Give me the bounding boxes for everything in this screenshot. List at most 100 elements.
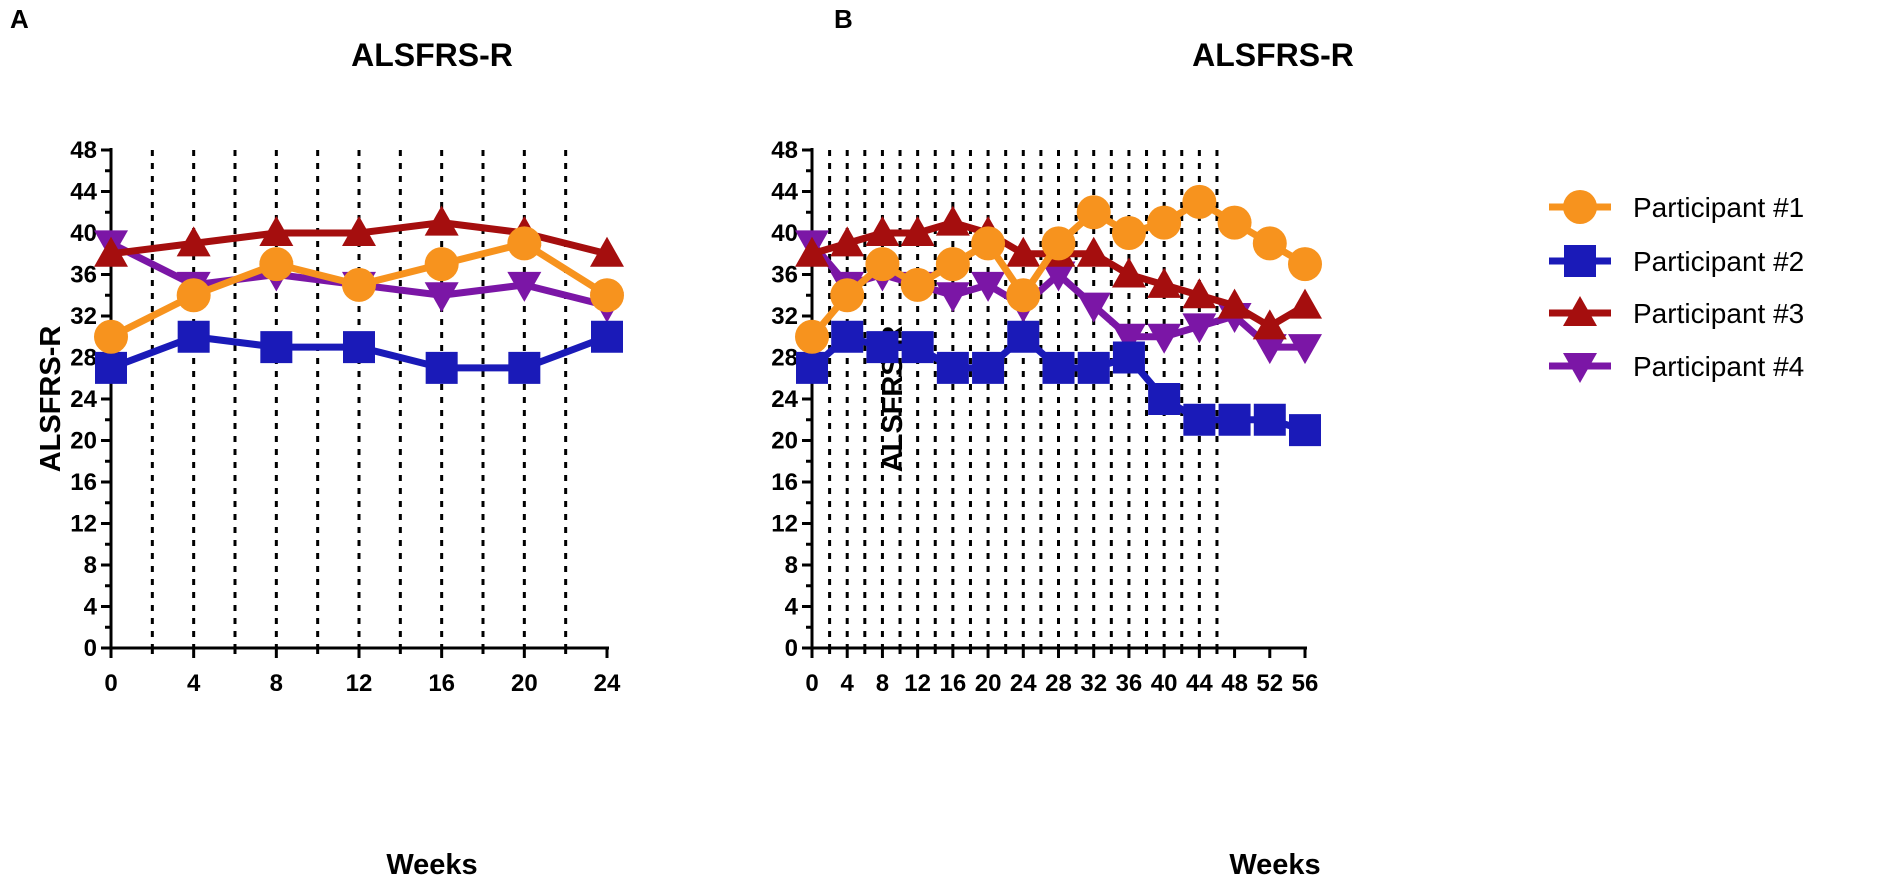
chart-b-data-point: [1252, 334, 1287, 365]
chart-b-data-point: [900, 267, 935, 302]
chart-a-x-tick-label: 16: [428, 670, 455, 697]
chart-b-data-point: [830, 226, 865, 257]
chart-a-data-point: [177, 320, 210, 353]
chart-b-y-tick-label: 36: [771, 262, 798, 289]
chart-b-data-point: [1111, 257, 1146, 288]
chart-a-data-point: [507, 271, 542, 302]
chart-a-data-point: [591, 320, 623, 353]
chart-b-x-tick-label: 48: [1221, 670, 1248, 697]
legend: Participant #1 Participant #2 Participan…: [1549, 190, 1804, 383]
legend-marker-circle-icon: [1563, 190, 1597, 224]
chart-b-data-point: [865, 216, 900, 246]
chart-b-data-point: [971, 271, 1006, 302]
chart-a-y-tick-label: 20: [70, 428, 97, 455]
legend-marker-square-icon: [1564, 245, 1596, 277]
chart-b-data-point: [1252, 226, 1287, 261]
chart-a-y-tick-label: 24: [70, 386, 97, 413]
chart-a-y-tick-label: 44: [70, 179, 97, 206]
chart-a-y-tick-label: 36: [70, 262, 97, 289]
chart-b-data-point: [935, 282, 970, 313]
legend-label: Participant #2: [1633, 246, 1804, 277]
chart-b-x-tick-label: 40: [1151, 670, 1178, 697]
chart-b-data-point: [1182, 184, 1217, 219]
chart-b-data-point: [1182, 278, 1217, 309]
chart-b-x-tick-label: 0: [805, 670, 818, 697]
chart-b-x-tick-label: 20: [975, 670, 1002, 697]
chart-b-data-point: [1111, 323, 1146, 354]
chart-a-data-point: [424, 282, 459, 313]
chart-b-y-tick-label: 28: [771, 345, 798, 372]
chart-a-data-point: [507, 226, 542, 261]
chart-a-title: ALSFRS-R: [351, 37, 513, 73]
chart-b-data-point: [1288, 334, 1322, 365]
chart-a-data-point: [424, 205, 459, 236]
chart-b-data-point: [935, 247, 970, 282]
chart-b-data-point: [1147, 267, 1182, 298]
chart-b-y-tick-label: 20: [771, 428, 798, 455]
chart-b-data-point: [935, 205, 970, 236]
chart-b-data-point: [1006, 236, 1041, 267]
chart-a-x-tick-label: 4: [187, 670, 201, 697]
legend-item-participant-2: Participant #2: [1549, 245, 1804, 277]
chart-b-data-point: [1288, 288, 1322, 319]
chart-b-data-point: [1076, 236, 1111, 267]
chart-b-y-tick-label: 16: [771, 469, 798, 496]
chart-a-x-tick-label: 20: [511, 670, 538, 697]
chart-a-data-point: [424, 247, 459, 282]
chart-b-x-tick-label: 36: [1116, 670, 1143, 697]
chart-b-data-point: [1182, 313, 1217, 344]
chart-a-data-point: [176, 278, 211, 313]
chart-b-x-tick-label: 44: [1186, 670, 1213, 697]
chart-a-series-participant-2: [95, 320, 623, 384]
chart-b-data-point: [1148, 383, 1181, 415]
chart-b-y-tick-label: 48: [771, 137, 798, 164]
chart-b-data-point: [1041, 261, 1076, 292]
chart-a-x-tick-label: 8: [270, 670, 283, 697]
chart-b-data-point: [795, 319, 829, 354]
chart-b-data-point: [1006, 278, 1041, 313]
legend-label: Participant #4: [1633, 351, 1804, 382]
chart-b-y-tick-label: 32: [771, 303, 798, 330]
chart-b-data-point: [795, 236, 829, 267]
chart-a-x-tick-label: 12: [346, 670, 373, 697]
chart-a-y-axis-label: ALSFRS-R: [35, 326, 67, 473]
chart-b-x-tick-label: 12: [904, 670, 931, 697]
chart-b-x-tick-label: 28: [1045, 670, 1072, 697]
chart-b-data-point: [936, 351, 969, 384]
chart-b-y-tick-label: 12: [771, 511, 798, 538]
chart-a-data-point: [590, 236, 624, 267]
chart-b-data-point: [1253, 403, 1286, 436]
chart-b-data-point: [1252, 309, 1287, 340]
chart-b-x-tick-label: 4: [841, 670, 855, 697]
chart-b-data-point: [900, 216, 935, 246]
chart-a-data-point: [95, 351, 127, 384]
chart-a-data-point: [94, 319, 128, 354]
chart-a-y-tick-label: 16: [70, 469, 97, 496]
chart-a-y-tick-label: 0: [84, 635, 97, 662]
panel-letter-b: B: [834, 4, 853, 34]
chart-a-series: [94, 205, 624, 384]
chart-a-data-point: [425, 351, 458, 384]
chart-b-title: ALSFRS-R: [1192, 37, 1354, 73]
chart-b-data-point: [972, 351, 1005, 384]
legend-marker-triangle-up-icon: [1563, 296, 1597, 326]
chart-b-y-tick-label: 44: [771, 179, 798, 206]
chart-a-data-point: [343, 331, 375, 364]
chart-a-series-participant-1: [94, 226, 624, 354]
chart-a-data-point: [260, 331, 293, 364]
legend-label: Participant #1: [1633, 192, 1804, 223]
panel-letter-a: A: [10, 4, 29, 34]
chart-b-y-tick-label: 40: [771, 220, 798, 247]
chart-a-data-point: [508, 351, 541, 384]
chart-b-data-point: [866, 331, 899, 364]
chart-b-x-tick-label: 32: [1080, 670, 1107, 697]
chart-b-data-point: [1289, 414, 1321, 447]
chart-b-series-participant-1: [795, 184, 1322, 354]
legend-item-participant-4: Participant #4: [1549, 351, 1804, 383]
chart-a-data-point: [259, 216, 294, 246]
chart-a-x-tick-label: 0: [104, 670, 117, 697]
chart-a-y-tick-label: 48: [70, 137, 97, 164]
chart-b-x-tick-label: 52: [1256, 670, 1283, 697]
chart-b-data-point: [1077, 351, 1110, 384]
